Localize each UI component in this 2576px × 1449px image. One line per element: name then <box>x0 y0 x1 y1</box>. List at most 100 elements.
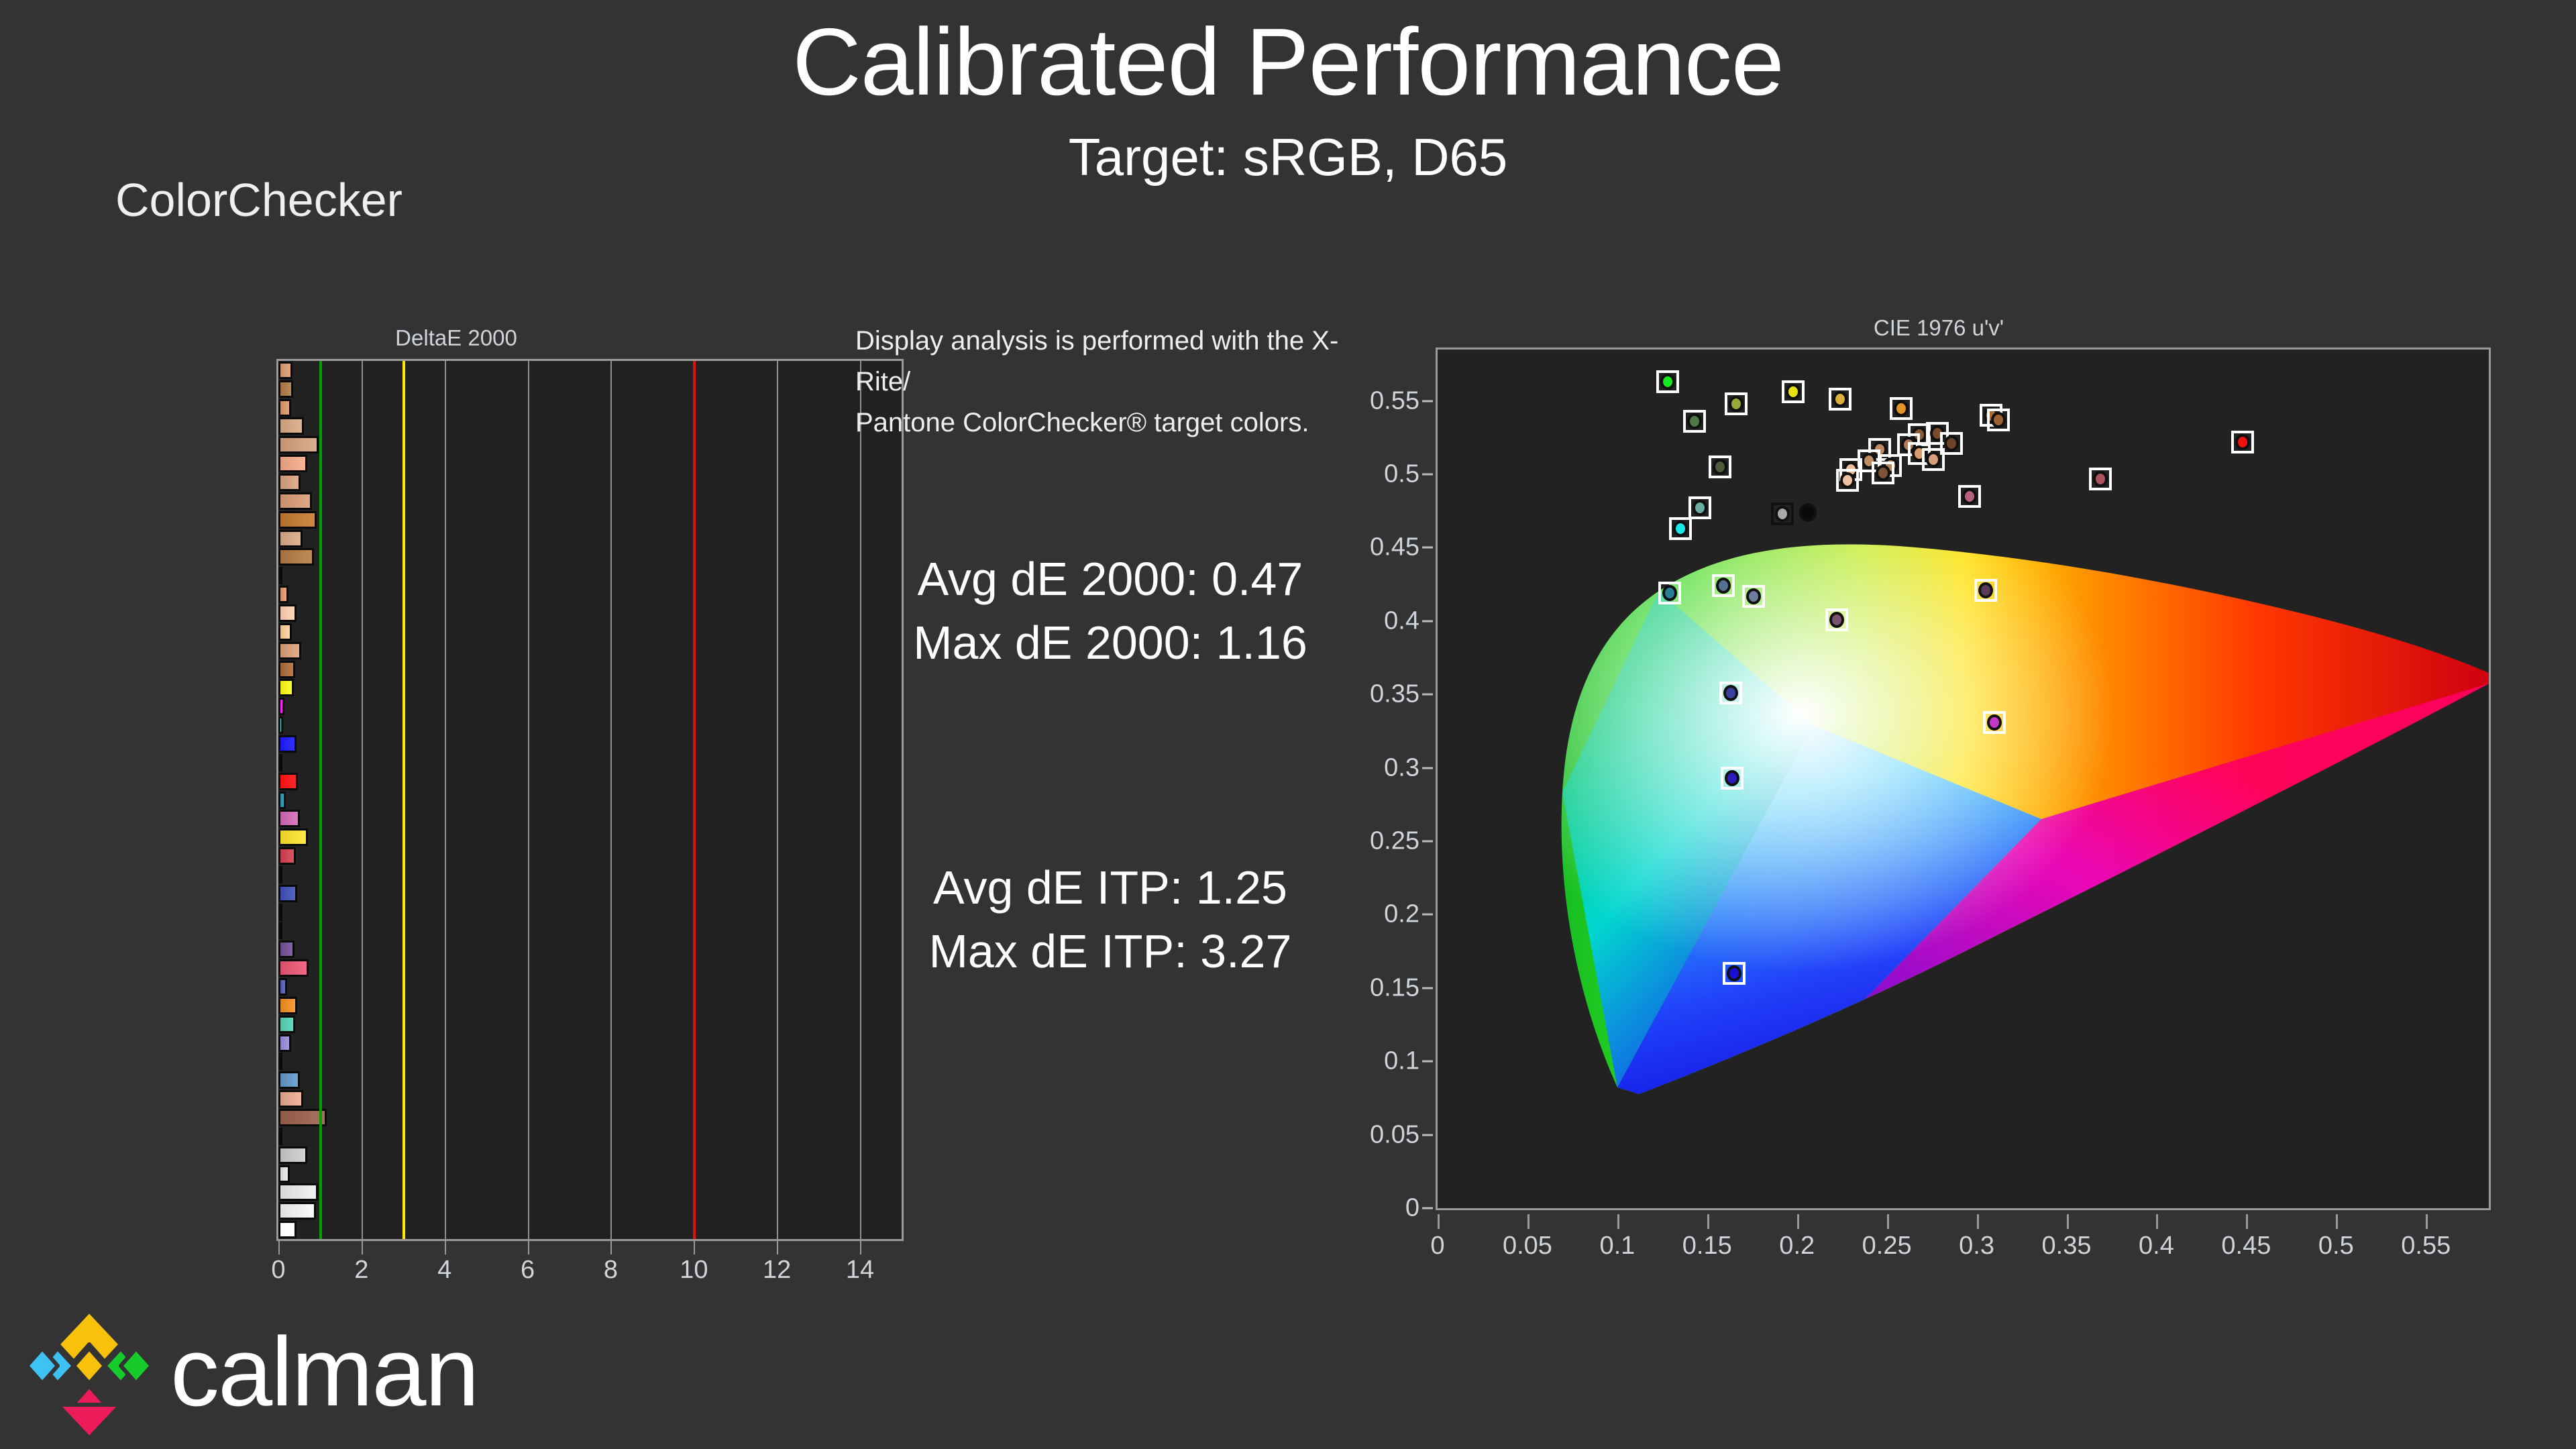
cie-measurement-point <box>1870 460 1896 486</box>
deltae-bar <box>278 791 286 809</box>
cie-measurement-point <box>1710 572 1737 599</box>
cie-x-tick-label: 0.25 <box>1862 1232 1912 1260</box>
analysis-note-line-1: Display analysis is performed with the X… <box>855 326 1339 396</box>
deltae-gridline <box>444 361 446 1239</box>
cie-y-tick <box>1422 473 1433 476</box>
cie-y-tick <box>1422 400 1433 402</box>
cie-y-tick-label: 0.05 <box>1370 1120 1419 1149</box>
cie-x-tick-label: 0.45 <box>2221 1232 2271 1260</box>
cie-y-tick-label: 0.55 <box>1370 386 1419 415</box>
deltae-bar <box>278 1015 295 1033</box>
cie-y-tick-label: 0.5 <box>1384 460 1419 488</box>
deltae-bar <box>278 1183 319 1201</box>
cie-target-box <box>1829 388 1851 411</box>
deltae-x-tick-label: 8 <box>603 1256 619 1284</box>
cie-y-tick <box>1422 767 1433 769</box>
deltae-bar <box>278 679 294 697</box>
deltae-gridline <box>777 361 779 1239</box>
de2000-stats: Avg dE 2000: 0.47 Max dE 2000: 1.16 <box>855 547 1365 675</box>
deltae-bar <box>278 660 296 678</box>
cie-y-tick-label: 0 <box>1405 1193 1419 1222</box>
deltae-bar <box>278 398 291 417</box>
cie-measured-dot <box>1725 769 1740 786</box>
cie-x-tick <box>1707 1214 1709 1229</box>
cie-measurement-point <box>1794 499 1821 526</box>
cie-target-box <box>1922 448 1945 472</box>
cie-measurement-point <box>1938 430 1965 457</box>
deltae-x-tick <box>278 1241 280 1254</box>
cie-y-tick-label: 0.15 <box>1370 973 1419 1002</box>
cie-y-tick-label: 0.25 <box>1370 826 1419 855</box>
cie-measurement-point <box>1972 577 1999 604</box>
cie-x-tick <box>1617 1214 1619 1229</box>
deltae-x-tick <box>361 1241 363 1254</box>
deltae-threshold-line <box>693 361 696 1239</box>
cie-measurement-point <box>1985 407 2012 433</box>
deltae-bar <box>278 529 303 547</box>
deltae-x-tick-label: 12 <box>763 1256 792 1284</box>
cie-target-box <box>1974 578 1997 602</box>
cie-measured-dot <box>1786 384 1801 400</box>
cie-target-box <box>1656 370 1679 394</box>
analysis-note-line-2: Pantone ColorChecker® target colors. <box>855 407 1309 437</box>
deitp-stats: Avg dE ITP: 1.25 Max dE ITP: 3.27 <box>855 856 1365 983</box>
cie-measured-dot <box>1726 965 1741 981</box>
deltae-x-tick-label: 6 <box>521 1256 535 1284</box>
section-label-colorchecker: ColorChecker <box>115 174 402 226</box>
cie-measured-dot <box>1662 585 1677 602</box>
deltae-bar <box>278 735 297 753</box>
deltae-x-tick-label: 0 <box>271 1256 286 1284</box>
cie-x-tick <box>1796 1214 1799 1229</box>
cie-measurement-point <box>1769 500 1796 527</box>
cie-measurement-point <box>1981 709 2008 736</box>
cie-measurement-point <box>1956 483 1983 510</box>
deltae-gridline <box>860 361 862 1239</box>
deltae-bar <box>278 604 297 622</box>
cie-measured-dot <box>1978 582 1993 598</box>
calman-diamond-icon <box>27 1309 152 1438</box>
cie-target-box <box>1782 380 1805 404</box>
deltae-bar <box>278 1146 307 1164</box>
cie-x-tick-label: 0.35 <box>2041 1232 2092 1260</box>
cie-chart-title: CIE 1976 u'v' <box>1873 315 2004 340</box>
cie-measured-dot <box>1833 391 1847 408</box>
cie-measurement-point <box>1827 386 1854 413</box>
deltae-bar <box>278 417 305 435</box>
deltae-x-tick-label: 14 <box>845 1256 875 1284</box>
deltae-bar <box>278 716 284 735</box>
cie-x-tick-label: 0.05 <box>1502 1232 1552 1260</box>
cie-measured-dot <box>1944 435 1960 452</box>
cie-measurement-point <box>1740 583 1767 610</box>
cie-measurement-point <box>1654 368 1681 395</box>
deltae-bar <box>278 810 300 828</box>
page-title: Calibrated Performance <box>792 9 1784 115</box>
cie-target-box <box>1683 410 1707 433</box>
cie-target-box <box>1771 502 1794 526</box>
cie-measurement-point <box>1656 580 1683 606</box>
cie-x-tick-label: 0.15 <box>1682 1232 1732 1260</box>
cie-measured-dot <box>1746 588 1762 604</box>
cie-target-box <box>1688 496 1712 520</box>
cie-x-tick <box>2336 1214 2339 1229</box>
cie-horseshoe-diagram <box>1561 544 2489 1094</box>
cie-measurement-point <box>1888 395 1915 422</box>
cie-target-box <box>1708 455 1731 479</box>
cie-y-tick <box>1422 987 1433 989</box>
calman-wordmark: calman <box>170 1317 480 1426</box>
cie-target-box <box>1872 461 1895 484</box>
cie-y-tick <box>1422 913 1433 916</box>
cie-x-tick-label: 0.1 <box>1599 1232 1635 1260</box>
cie-target-box <box>1957 484 1981 508</box>
analysis-note: Display analysis is performed with the X… <box>855 321 1365 443</box>
deltae-bar <box>278 941 295 959</box>
cie-x-axis: 0 0.05 0.1 0.15 0.2 0.25 0.3 0.35 0.4 0.45 0.5 0.55 <box>1430 1214 2491 1275</box>
cie-y-tick <box>1422 840 1433 843</box>
cie-target-box <box>1835 468 1859 492</box>
deltae-bar <box>278 623 292 641</box>
deltae-gridline <box>527 361 529 1239</box>
cie-target-box <box>1742 584 1766 608</box>
cie-measured-dot <box>1926 451 1941 468</box>
cie-x-tick <box>2156 1214 2159 1229</box>
cie-measured-dot <box>1728 395 1743 412</box>
max-de2000-stat: Max dE 2000: 1.16 <box>913 616 1307 669</box>
